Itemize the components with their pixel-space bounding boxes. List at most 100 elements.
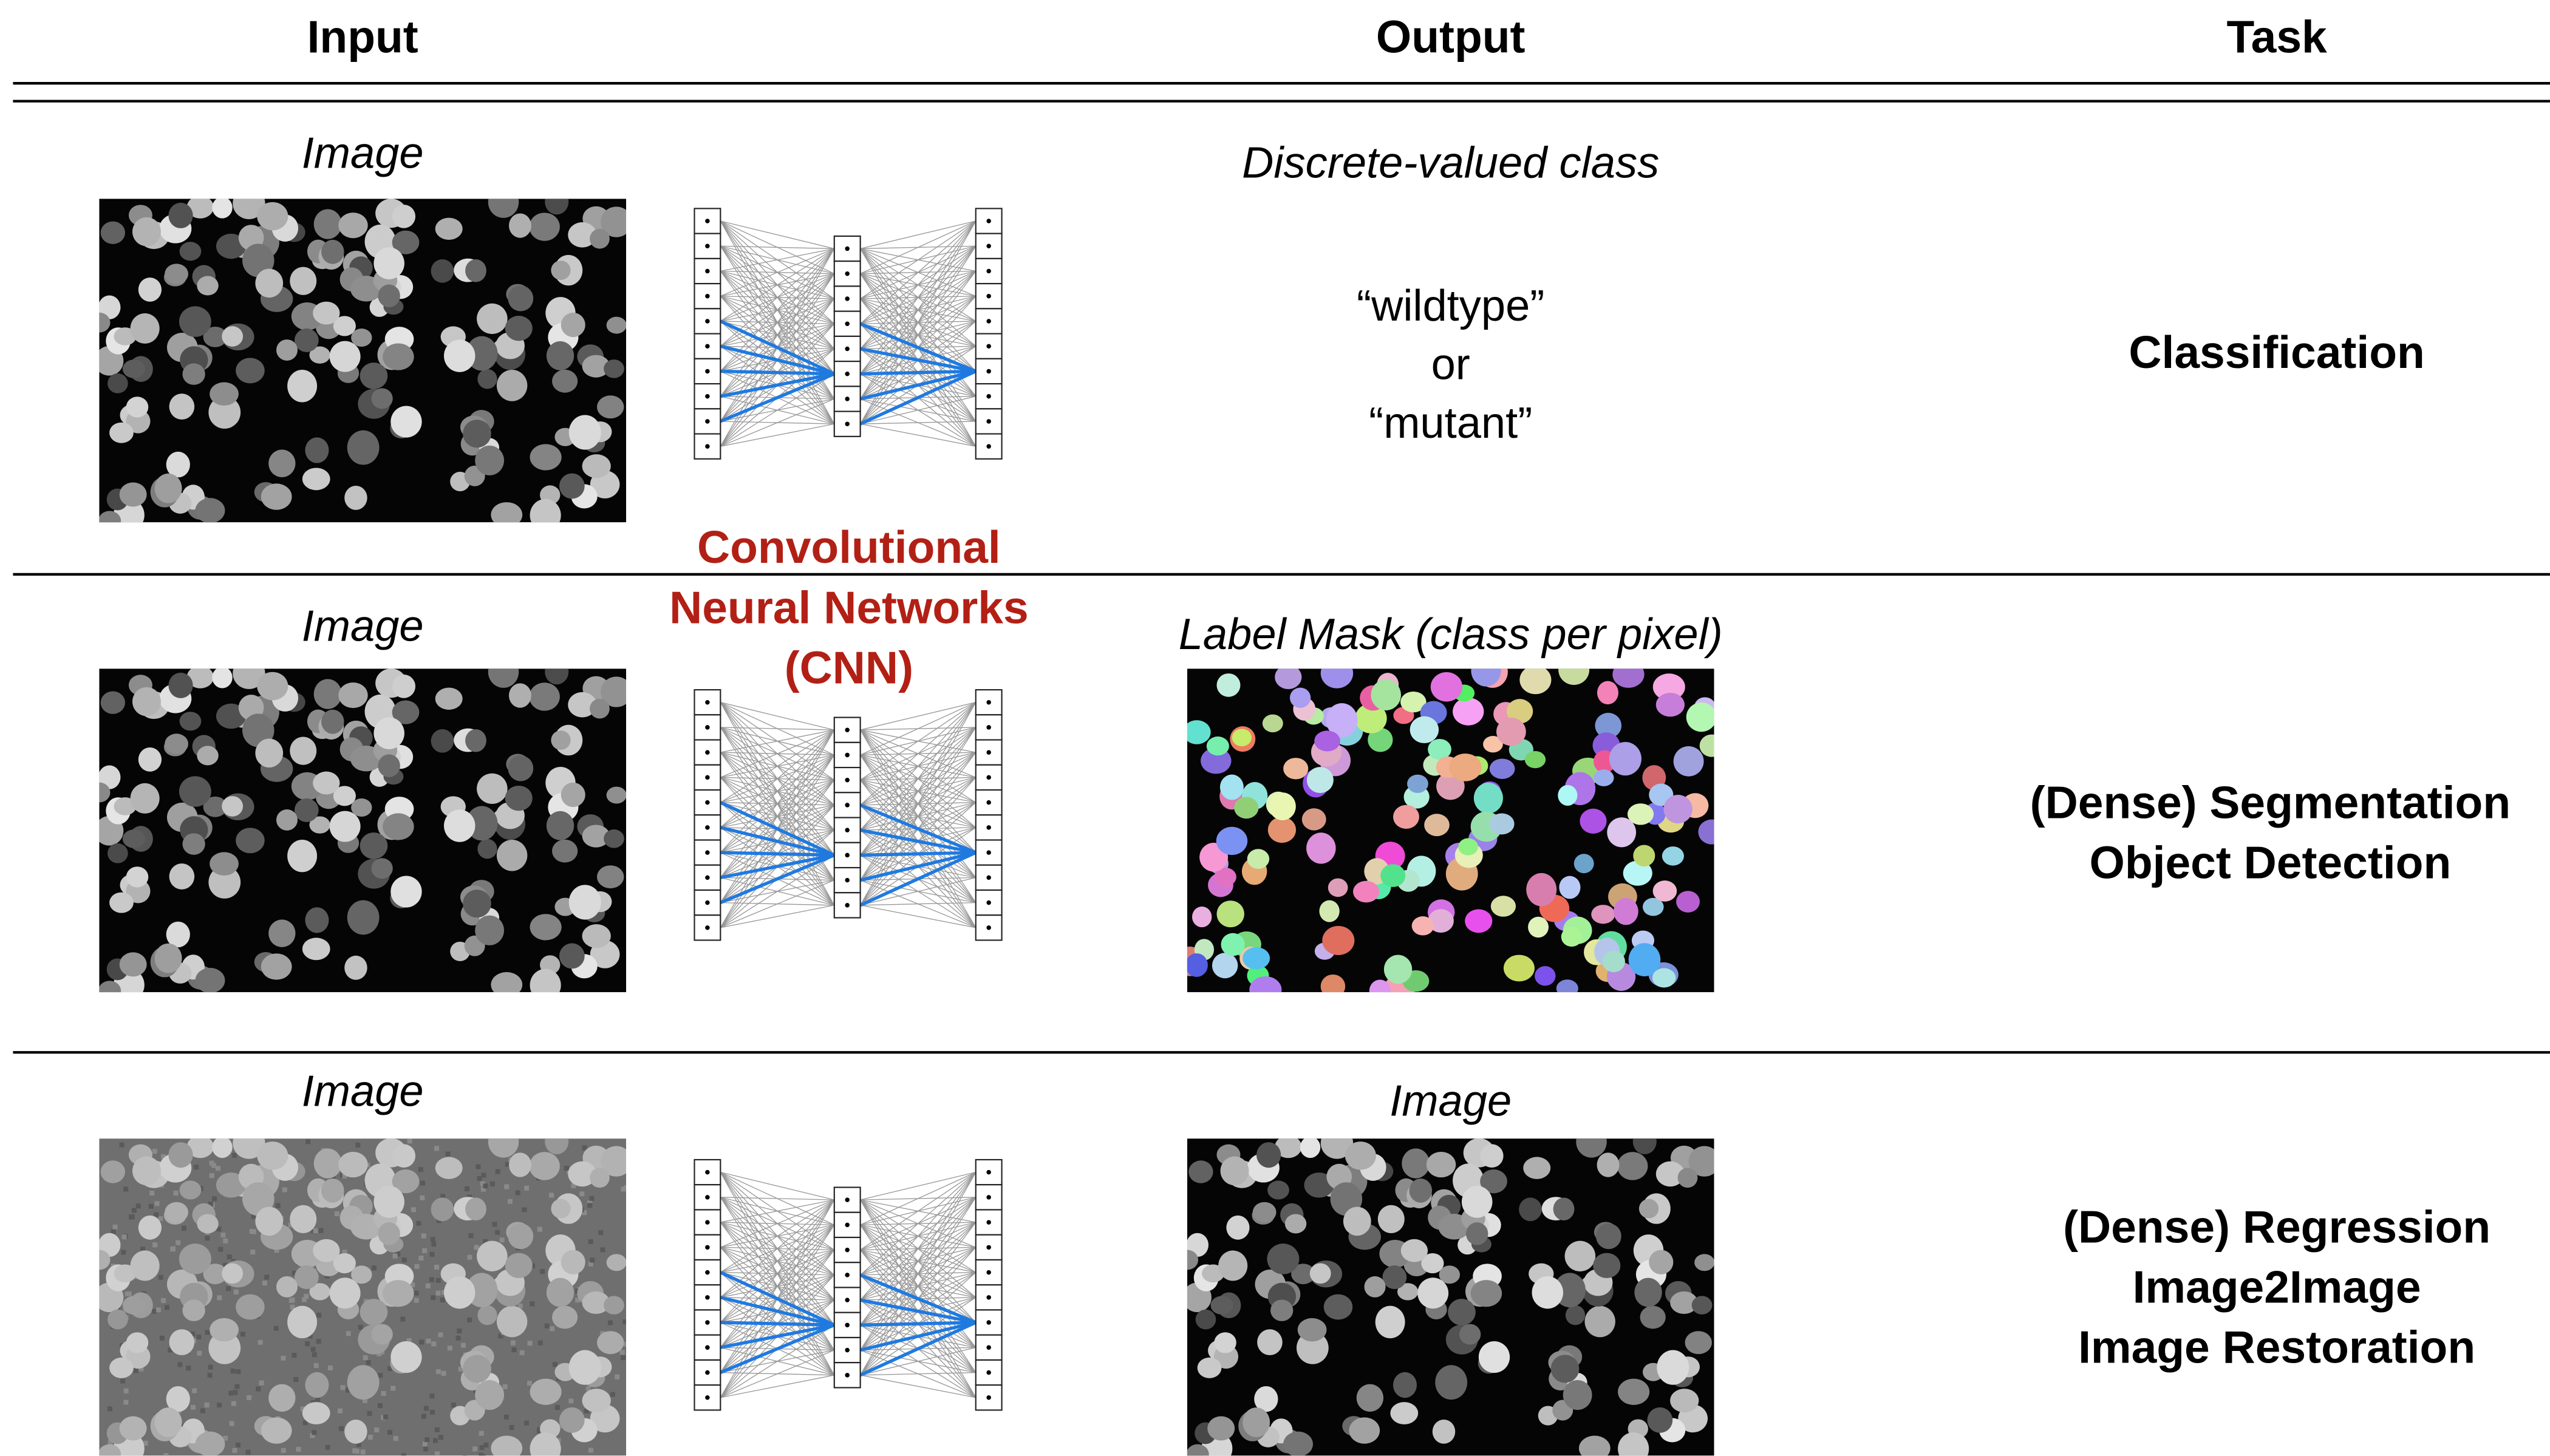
- nucleus: [1212, 953, 1238, 979]
- nucleus: [329, 341, 361, 372]
- nucleus: [313, 209, 342, 239]
- nucleus: [236, 1294, 265, 1320]
- nucleus: [477, 839, 497, 859]
- nucleus: [210, 852, 239, 876]
- noise: [537, 1340, 543, 1345]
- nucleus: [559, 1407, 585, 1433]
- nucleus: [1424, 814, 1450, 837]
- nucleus: [496, 1305, 528, 1338]
- nucleus: [100, 1160, 126, 1183]
- nucleus: [99, 1444, 121, 1456]
- noise: [230, 1369, 236, 1374]
- noise: [176, 1240, 181, 1245]
- nucleus: [1375, 1305, 1405, 1339]
- noise: [436, 1369, 441, 1375]
- connection: [720, 373, 835, 447]
- noise: [152, 1149, 157, 1154]
- neuron-dot: [986, 243, 991, 249]
- noise: [313, 1228, 318, 1234]
- noise: [281, 1447, 286, 1453]
- nucleus: [601, 1146, 627, 1177]
- nucleus: [287, 370, 318, 403]
- nucleus: [1275, 1138, 1302, 1158]
- nucleus: [1503, 954, 1535, 982]
- nucleus: [1195, 1309, 1216, 1330]
- noise: [135, 1203, 141, 1209]
- network-label: Convolutional: [697, 522, 1001, 573]
- nucleus: [1459, 1324, 1481, 1345]
- nucleus: [1480, 1169, 1507, 1194]
- noise: [420, 1195, 425, 1200]
- nucleus: [1489, 813, 1515, 835]
- network: [694, 689, 1003, 941]
- nucleus: [1187, 720, 1211, 744]
- connection: [720, 729, 835, 778]
- nucleus: [99, 782, 111, 803]
- noise: [152, 1242, 158, 1248]
- nucleus: [383, 343, 414, 370]
- input-label: Image: [302, 1067, 424, 1116]
- nucleus: [195, 968, 225, 993]
- neuron-dot: [986, 900, 991, 905]
- neuron: [975, 1309, 1003, 1336]
- nucleus: [1220, 1156, 1249, 1186]
- connection: [720, 905, 834, 928]
- nucleus: [351, 798, 372, 817]
- noise: [256, 1386, 261, 1392]
- nucleus: [505, 785, 533, 811]
- nucleus: [1383, 954, 1413, 984]
- noise: [440, 1194, 446, 1199]
- nucleus: [551, 1199, 571, 1219]
- active-connection: [720, 344, 835, 376]
- noise: [502, 1384, 508, 1389]
- noise: [424, 1437, 430, 1443]
- nucleus: [568, 1161, 597, 1187]
- nucleus: [182, 1299, 205, 1321]
- active-connection: [859, 803, 977, 854]
- nucleus: [1417, 1277, 1449, 1309]
- task: Object Detection: [2090, 837, 2452, 888]
- nucleus: [302, 1402, 330, 1424]
- nucleus: [1597, 681, 1618, 705]
- image: [99, 1138, 627, 1456]
- connection: [720, 729, 835, 828]
- connection: [720, 1171, 834, 1200]
- noise: [158, 1216, 163, 1222]
- nucleus: [1214, 867, 1236, 886]
- neuron-dot: [845, 727, 850, 732]
- nucleus: [236, 358, 265, 384]
- noise: [111, 1229, 116, 1234]
- nucleus: [1449, 754, 1482, 781]
- nucleus: [122, 829, 146, 848]
- nucleus: [166, 1386, 190, 1412]
- nucleus: [477, 773, 508, 804]
- nucleus: [1458, 838, 1478, 856]
- noise: [378, 1373, 383, 1378]
- nucleus: [529, 1152, 560, 1180]
- noise: [527, 1381, 532, 1386]
- noise: [421, 1413, 426, 1419]
- noise: [410, 1282, 415, 1288]
- nucleus: [1691, 1296, 1713, 1315]
- noise: [300, 1406, 305, 1412]
- nucleus: [1322, 925, 1355, 955]
- nucleus: [390, 406, 422, 438]
- connection: [860, 702, 977, 906]
- nucleus: [390, 876, 422, 908]
- nucleus: [477, 303, 508, 335]
- noise: [377, 1403, 383, 1409]
- noise: [154, 1212, 159, 1217]
- nucleus: [582, 1291, 610, 1315]
- column-header: Task: [2226, 11, 2327, 62]
- noise: [425, 1283, 431, 1288]
- nucleus: [392, 675, 416, 698]
- nucleus: [208, 396, 241, 429]
- nucleus: [568, 222, 597, 248]
- noise: [392, 1253, 398, 1259]
- noise: [435, 1277, 441, 1283]
- noise: [600, 1247, 605, 1253]
- nucleus: [530, 1432, 561, 1456]
- noise: [245, 1449, 251, 1455]
- nucleus: [287, 839, 318, 873]
- noise: [407, 1138, 412, 1144]
